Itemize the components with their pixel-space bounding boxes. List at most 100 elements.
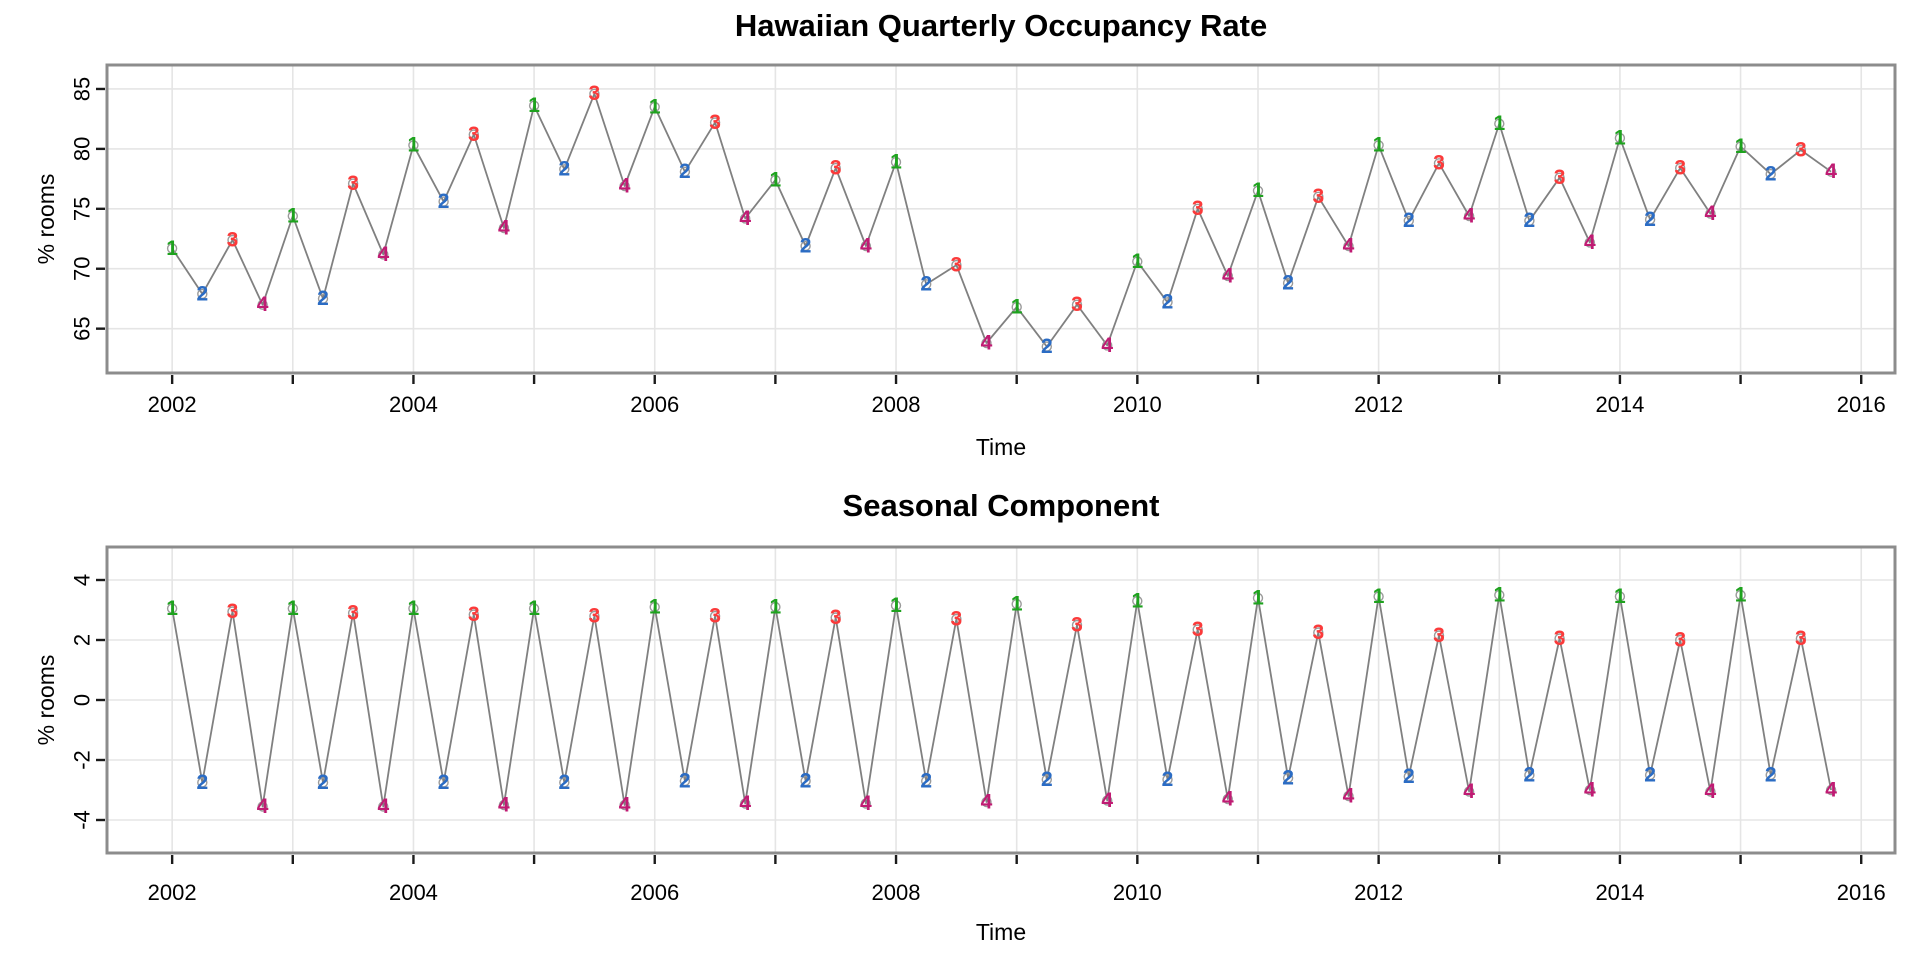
quarter-2-label: 2: [558, 771, 570, 794]
occupancy-chart-plot: 2002 2004 2006 2008 2010 2012 2014 2016 65 70 75 80…: [70, 63, 1897, 417]
quarter-4-label: 4: [1343, 234, 1355, 257]
svg-text:2008: 2008: [872, 880, 921, 905]
quarter-3-label: 3: [468, 603, 480, 626]
quarter-1-label: 1: [649, 95, 661, 118]
quarter-4-label: 4: [257, 293, 269, 316]
quarter-1-label: 1: [528, 94, 540, 117]
quarter-1-label: 1: [1131, 250, 1143, 273]
quarter-1-label: 1: [1131, 589, 1143, 612]
quarter-2-label: 2: [679, 160, 691, 183]
quarter-2-label: 2: [800, 234, 812, 257]
quarter-4-label: 4: [1101, 789, 1113, 812]
quarter-3-label: 3: [1071, 613, 1083, 636]
quarter-2-label: 2: [1403, 765, 1415, 788]
quarter-1-label: 1: [408, 597, 420, 620]
quarter-3-label: 3: [1674, 156, 1686, 179]
quarter-4-label: 4: [257, 795, 269, 818]
quarter-1-label: 1: [1011, 592, 1023, 615]
quarter-4-label: 4: [377, 795, 389, 818]
quarter-3-label: 3: [1433, 624, 1445, 647]
quarter-3-label: 3: [227, 600, 239, 623]
svg-text:80: 80: [70, 137, 95, 161]
quarter-3-label: 3: [1674, 628, 1686, 651]
series-line: [171, 594, 1832, 808]
quarter-2-label: 2: [679, 769, 691, 792]
quarter-3-label: 3: [1554, 166, 1566, 189]
quarter-3-label: 3: [1071, 293, 1083, 316]
quarter-1-label: 1: [1252, 179, 1264, 202]
quarter-3-label: 3: [1312, 621, 1324, 644]
plot-frame: [105, 63, 1897, 375]
quarter-4-label: 4: [1463, 204, 1475, 227]
quarter-2-label: 2: [558, 158, 570, 181]
quarter-1-label: 1: [1493, 112, 1505, 135]
quarter-3-label: 3: [468, 123, 480, 146]
quarter-1-label: 1: [890, 150, 902, 173]
grid-lines: [107, 65, 1895, 373]
svg-text:2012: 2012: [1354, 880, 1403, 905]
svg-text:2016: 2016: [1837, 880, 1886, 905]
quarter-4-label: 4: [1705, 780, 1717, 803]
svg-text:2014: 2014: [1595, 880, 1644, 905]
quarter-4-label: 4: [498, 793, 510, 816]
occupancy-x-axis-label: Time: [975, 434, 1027, 460]
quarter-3-label: 3: [1312, 185, 1324, 208]
quarter-2-label: 2: [1162, 291, 1174, 314]
quarter-3-label: 3: [709, 111, 721, 134]
seasonal-x-axis-label: Time: [975, 919, 1027, 945]
quarter-4-label: 4: [981, 331, 993, 354]
svg-text:0: 0: [70, 694, 95, 706]
quarter-4-label: 4: [860, 234, 872, 257]
quarter-3-label: 3: [951, 253, 963, 276]
quarter-3-label: 3: [1192, 197, 1204, 220]
quarter-1-label: 1: [1011, 295, 1023, 318]
svg-text:2008: 2008: [872, 392, 921, 417]
quarter-2-label: 2: [1282, 271, 1294, 294]
quarter-3-label: 3: [1554, 627, 1566, 650]
series-line: [171, 92, 1832, 348]
quarter-3-label: 3: [227, 228, 239, 251]
quarter-2-label: 2: [1644, 763, 1656, 786]
quarter-2-label: 2: [920, 769, 932, 792]
svg-text:2004: 2004: [389, 880, 438, 905]
quarter-2-label: 2: [438, 190, 450, 213]
quarter-2-label: 2: [1524, 763, 1536, 786]
quarter-4-label: 4: [1343, 784, 1355, 807]
quarter-1-label: 1: [770, 168, 782, 191]
quarter-1-label: 1: [287, 204, 299, 227]
svg-text:-4: -4: [70, 810, 95, 830]
svg-text:2006: 2006: [630, 392, 679, 417]
y-tick-labels: -4 -2 0 2 4: [70, 574, 95, 830]
quarter-4-label: 4: [1825, 778, 1837, 801]
quarter-4-label: 4: [1222, 264, 1234, 287]
quarter-2-label: 2: [1041, 335, 1053, 358]
x-tick-labels: 2002 2004 2006 2008 2010 2012 2014 2016: [148, 392, 1886, 417]
quarter-3-label: 3: [1795, 627, 1807, 650]
quarter-2-label: 2: [1041, 768, 1053, 791]
axis-ticks: [96, 578, 1863, 864]
quarter-2-label: 2: [317, 771, 329, 794]
data-point-labels: 1 2 3 4 1 2 3 4 1 2 3 4 1 2 3 4 1 2 3 4 1 2 3 4 1 2 3 4 1 2 3 4 1 2 3 4 1 2 3 4…: [166, 583, 1837, 818]
data-point-markers: [166, 589, 1837, 812]
svg-text:75: 75: [70, 197, 95, 221]
quarter-3-label: 3: [347, 601, 359, 624]
quarter-1-label: 1: [1252, 586, 1264, 609]
quarter-3-label: 3: [589, 604, 601, 627]
quarter-1-label: 1: [1493, 583, 1505, 606]
svg-text:-2: -2: [70, 750, 95, 770]
grid-lines: [107, 547, 1895, 853]
svg-text:2014: 2014: [1595, 392, 1644, 417]
quarter-3-label: 3: [1433, 152, 1445, 175]
quarter-4-label: 4: [1584, 778, 1596, 801]
y-tick-labels: 65 70 75 80 85: [70, 77, 95, 341]
quarter-2-label: 2: [1282, 766, 1294, 789]
data-point-markers: [166, 88, 1837, 352]
quarter-4-label: 4: [619, 793, 631, 816]
quarter-4-label: 4: [1584, 231, 1596, 254]
quarter-2-label: 2: [196, 282, 208, 305]
quarter-1-label: 1: [1373, 585, 1385, 608]
x-tick-labels: 2002 2004 2006 2008 2010 2012 2014 2016: [148, 880, 1886, 905]
svg-text:2012: 2012: [1354, 392, 1403, 417]
quarter-2-label: 2: [1403, 209, 1415, 232]
